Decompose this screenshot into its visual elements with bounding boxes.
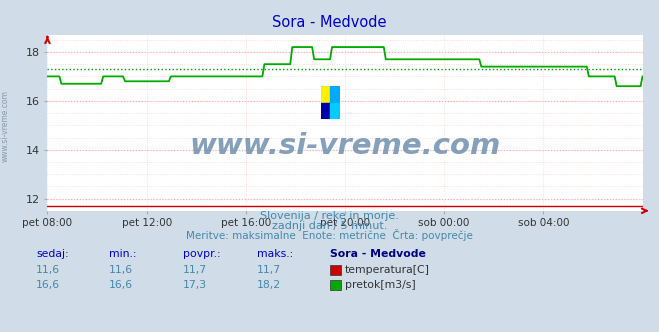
Text: maks.:: maks.:: [257, 249, 293, 259]
Text: 11,6: 11,6: [36, 265, 61, 275]
Text: www.si-vreme.com: www.si-vreme.com: [1, 90, 10, 162]
Text: 11,7: 11,7: [183, 265, 208, 275]
Bar: [330, 86, 339, 103]
Text: Sora - Medvode: Sora - Medvode: [330, 249, 425, 259]
Bar: [330, 103, 339, 119]
Text: Slovenija / reke in morje.: Slovenija / reke in morje.: [260, 211, 399, 221]
Text: pretok[m3/s]: pretok[m3/s]: [345, 280, 415, 290]
Text: 11,6: 11,6: [109, 265, 133, 275]
Text: 17,3: 17,3: [183, 280, 208, 290]
Bar: [321, 86, 330, 103]
Text: Sora - Medvode: Sora - Medvode: [272, 15, 387, 30]
Text: sedaj:: sedaj:: [36, 249, 69, 259]
Text: 16,6: 16,6: [36, 280, 61, 290]
Text: temperatura[C]: temperatura[C]: [345, 265, 430, 275]
Text: 16,6: 16,6: [109, 280, 133, 290]
Text: povpr.:: povpr.:: [183, 249, 221, 259]
Text: Meritve: maksimalne  Enote: metrične  Črta: povprečje: Meritve: maksimalne Enote: metrične Črta…: [186, 229, 473, 241]
Text: zadnji dan / 5 minut.: zadnji dan / 5 minut.: [272, 221, 387, 231]
Text: 18,2: 18,2: [257, 280, 281, 290]
Text: 11,7: 11,7: [257, 265, 281, 275]
Text: min.:: min.:: [109, 249, 136, 259]
Bar: [321, 103, 330, 119]
Text: www.si-vreme.com: www.si-vreme.com: [189, 132, 501, 160]
